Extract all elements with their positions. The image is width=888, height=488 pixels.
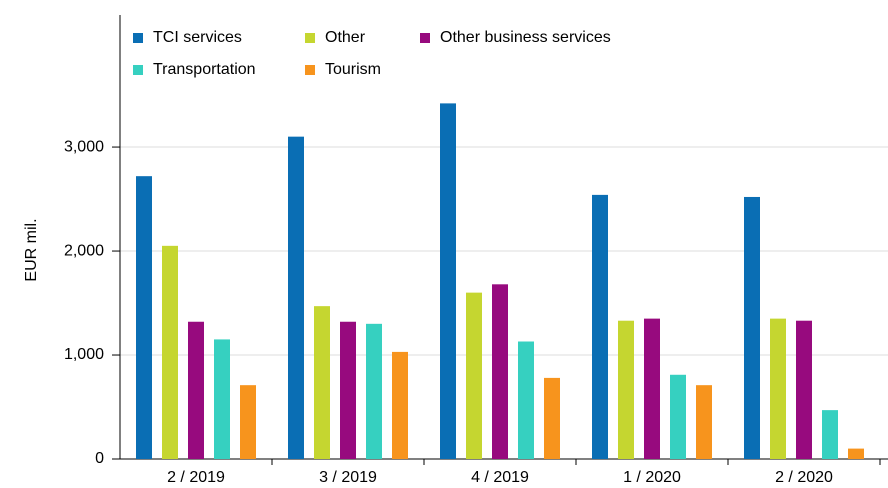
- bar: [340, 321, 356, 459]
- bar: [466, 292, 482, 459]
- bar: [492, 284, 508, 459]
- legend-label: Transportation: [153, 61, 256, 78]
- bar: [288, 136, 304, 459]
- bar: [440, 103, 456, 460]
- bar: [188, 321, 204, 459]
- x-tick-label: 2 / 2019: [167, 469, 225, 486]
- x-tick-label: 3 / 2019: [319, 469, 377, 486]
- legend-label: Other: [325, 29, 366, 46]
- bar: [162, 245, 178, 459]
- bar: [240, 385, 256, 459]
- y-tick-label: 2,000: [64, 242, 104, 259]
- legend-label: Other business services: [440, 29, 611, 46]
- bar: [822, 410, 838, 459]
- bar: [848, 448, 864, 459]
- legend-label: TCI services: [153, 29, 242, 46]
- bar: [392, 351, 408, 459]
- y-axis-label: EUR mil.: [23, 218, 40, 281]
- bar: [644, 318, 660, 459]
- bar: [618, 320, 634, 459]
- bar: [744, 196, 760, 459]
- legend-swatch: [420, 33, 430, 43]
- bar: [314, 306, 330, 459]
- bar: [770, 318, 786, 459]
- x-tick-label: 2 / 2020: [775, 469, 833, 486]
- legend-label: Tourism: [325, 61, 381, 78]
- bar: [518, 341, 534, 459]
- legend-swatch: [305, 33, 315, 43]
- y-tick-label: 1,000: [64, 346, 104, 363]
- legend-swatch: [305, 65, 315, 75]
- bar: [796, 320, 812, 459]
- y-tick-label: 0: [95, 450, 104, 467]
- x-tick-label: 1 / 2020: [623, 469, 681, 486]
- bar: [136, 176, 152, 459]
- bar: [214, 339, 230, 459]
- legend-swatch: [133, 33, 143, 43]
- bar: [696, 385, 712, 459]
- bar: [366, 323, 382, 459]
- x-tick-label: 4 / 2019: [471, 469, 529, 486]
- legend-swatch: [133, 65, 143, 75]
- y-tick-label: 3,000: [64, 138, 104, 155]
- bar: [544, 377, 560, 459]
- bar: [670, 374, 686, 459]
- bar: [592, 194, 608, 460]
